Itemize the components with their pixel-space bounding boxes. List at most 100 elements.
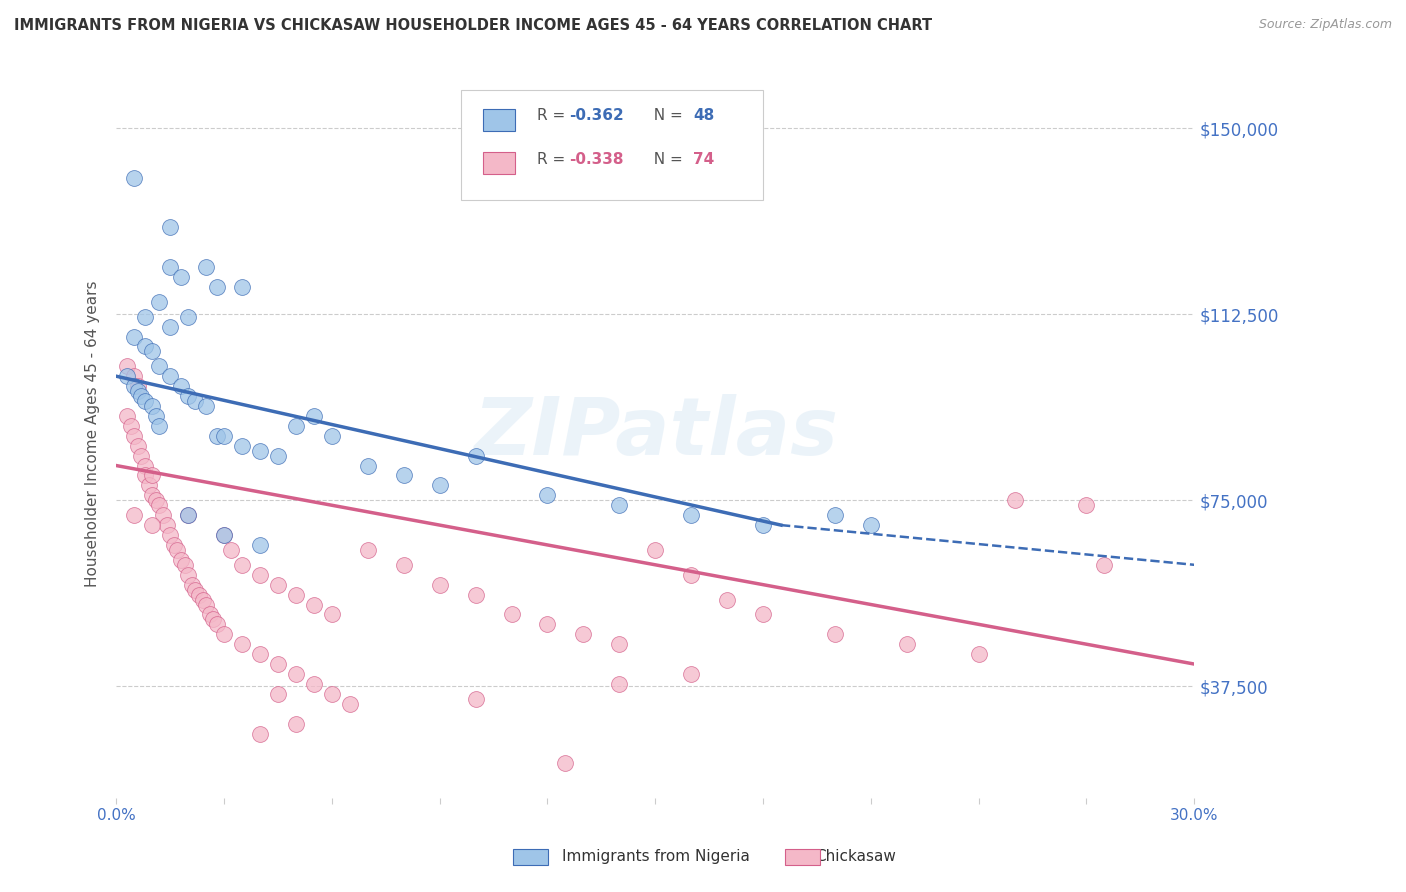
Text: N =: N =	[644, 109, 688, 123]
Text: 48: 48	[693, 109, 714, 123]
Point	[134, 468, 156, 483]
Point	[501, 607, 523, 622]
Point	[177, 389, 200, 403]
Point	[824, 627, 846, 641]
Point	[134, 310, 156, 324]
Point	[170, 269, 193, 284]
Point	[572, 627, 595, 641]
Point	[212, 528, 235, 542]
Point	[170, 379, 193, 393]
Point	[159, 319, 181, 334]
Point	[267, 577, 290, 591]
Point	[159, 528, 181, 542]
Text: ZIPatlas: ZIPatlas	[472, 394, 838, 472]
Point	[464, 691, 486, 706]
Point	[170, 553, 193, 567]
Point	[284, 716, 307, 731]
Text: Chickasaw: Chickasaw	[815, 849, 897, 863]
Point	[141, 399, 163, 413]
Point	[141, 344, 163, 359]
Point	[716, 592, 738, 607]
Point	[148, 294, 170, 309]
Point	[392, 558, 415, 572]
Text: R =: R =	[537, 153, 569, 167]
Point	[122, 429, 145, 443]
Point	[609, 498, 631, 512]
Point	[127, 384, 149, 398]
Point	[138, 478, 160, 492]
Point	[122, 329, 145, 343]
Point	[122, 170, 145, 185]
Point	[205, 617, 228, 632]
Point	[231, 439, 253, 453]
Point	[115, 409, 138, 423]
Point	[267, 657, 290, 671]
Text: 74: 74	[693, 153, 714, 167]
Text: R =: R =	[537, 109, 569, 123]
Point	[302, 409, 325, 423]
Text: IMMIGRANTS FROM NIGERIA VS CHICKASAW HOUSEHOLDER INCOME AGES 45 - 64 YEARS CORRE: IMMIGRANTS FROM NIGERIA VS CHICKASAW HOU…	[14, 18, 932, 33]
Point	[145, 409, 167, 423]
Point	[249, 443, 271, 458]
Point	[681, 567, 703, 582]
Point	[212, 528, 235, 542]
Point	[321, 429, 343, 443]
Point	[141, 488, 163, 502]
Point	[681, 508, 703, 523]
Point	[131, 389, 153, 403]
Point	[284, 667, 307, 681]
Point	[267, 449, 290, 463]
Point	[177, 567, 200, 582]
Point	[609, 677, 631, 691]
Point	[212, 627, 235, 641]
Point	[202, 612, 225, 626]
Point	[1004, 493, 1026, 508]
Point	[231, 280, 253, 294]
Point	[205, 280, 228, 294]
Point	[195, 598, 218, 612]
Point	[967, 647, 990, 661]
Text: -0.338: -0.338	[569, 153, 623, 167]
Text: -0.362: -0.362	[569, 109, 624, 123]
Point	[166, 543, 188, 558]
Point	[184, 582, 207, 597]
Point	[127, 379, 149, 393]
Point	[339, 697, 361, 711]
Point	[249, 647, 271, 661]
Point	[148, 359, 170, 374]
Point	[752, 518, 775, 533]
FancyBboxPatch shape	[461, 90, 763, 200]
Text: Immigrants from Nigeria: Immigrants from Nigeria	[562, 849, 751, 863]
Text: Source: ZipAtlas.com: Source: ZipAtlas.com	[1258, 18, 1392, 31]
Point	[219, 543, 242, 558]
Point	[177, 310, 200, 324]
Point	[681, 667, 703, 681]
Point	[357, 543, 380, 558]
Point	[122, 369, 145, 384]
Point	[173, 558, 195, 572]
Point	[145, 493, 167, 508]
Point	[536, 617, 558, 632]
Point	[141, 518, 163, 533]
Point	[859, 518, 882, 533]
Point	[134, 339, 156, 353]
Point	[177, 508, 200, 523]
Point	[429, 478, 451, 492]
Point	[267, 687, 290, 701]
Point	[205, 429, 228, 443]
Point	[187, 588, 209, 602]
Point	[464, 588, 486, 602]
Point	[212, 429, 235, 443]
Y-axis label: Householder Income Ages 45 - 64 years: Householder Income Ages 45 - 64 years	[86, 280, 100, 587]
Point	[141, 468, 163, 483]
Point	[163, 538, 186, 552]
Point	[249, 567, 271, 582]
Point	[464, 449, 486, 463]
Point	[536, 488, 558, 502]
Point	[302, 598, 325, 612]
Point	[357, 458, 380, 473]
Point	[609, 637, 631, 651]
Point	[134, 394, 156, 409]
Bar	[482, 153, 515, 174]
Point	[249, 538, 271, 552]
